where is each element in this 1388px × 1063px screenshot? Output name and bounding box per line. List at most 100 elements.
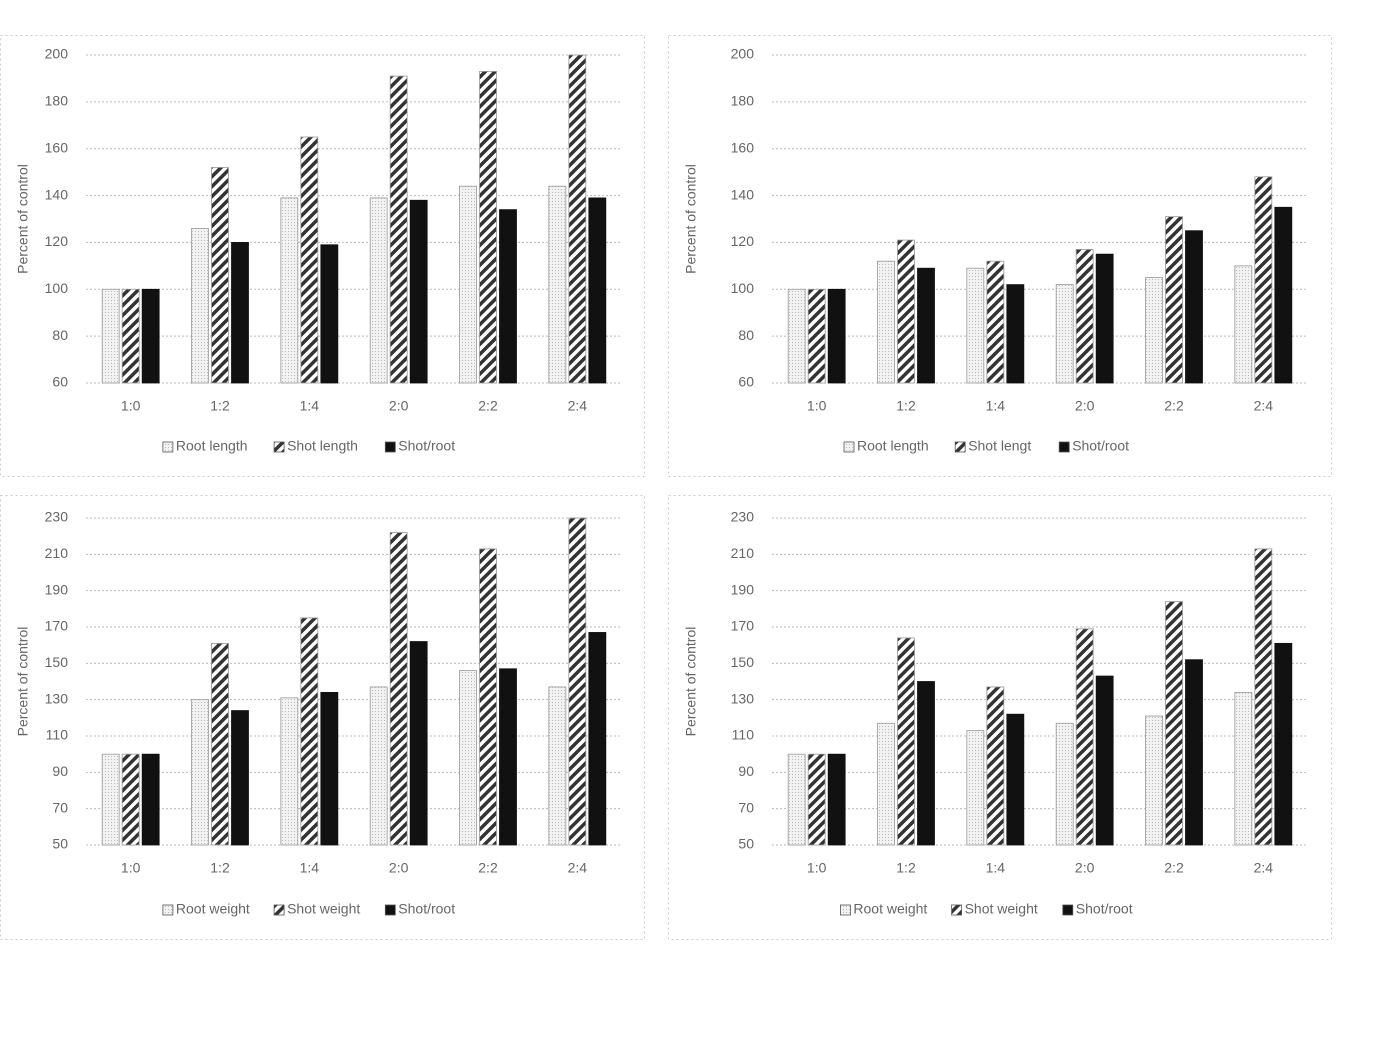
- y-tick-label: 160: [731, 139, 755, 155]
- chart-panel: 6080100120140160180200Percent of control…: [669, 36, 1332, 477]
- bar: [1186, 231, 1203, 383]
- bar: [1235, 692, 1252, 845]
- y-tick-label: 210: [731, 545, 755, 561]
- bar: [549, 186, 566, 383]
- y-tick-label: 150: [45, 654, 69, 670]
- bar: [1166, 217, 1183, 383]
- legend-swatch: [1059, 442, 1069, 452]
- legend-label: Root weight: [853, 901, 927, 917]
- bar: [1255, 549, 1272, 845]
- legend-label: Shot weight: [287, 901, 360, 917]
- x-tick-label: 2:4: [1254, 860, 1274, 876]
- x-tick-label: 2:0: [1075, 860, 1095, 876]
- bar: [1166, 602, 1183, 845]
- y-tick-label: 190: [45, 581, 69, 597]
- legend-label: Shot/root: [1076, 901, 1133, 917]
- bar: [1146, 278, 1163, 383]
- x-tick-label: 2:0: [1075, 398, 1095, 414]
- bar: [1146, 716, 1163, 845]
- x-tick-label: 2:4: [1254, 398, 1274, 414]
- legend-label: Shot weight: [965, 901, 1038, 917]
- bar: [321, 245, 338, 383]
- bar: [410, 200, 427, 383]
- x-tick-label: 2:2: [1164, 398, 1184, 414]
- bar: [390, 76, 407, 383]
- bar: [460, 671, 477, 845]
- legend-swatch: [955, 442, 965, 452]
- bar: [828, 289, 845, 383]
- y-tick-label: 160: [45, 139, 69, 155]
- bar: [370, 687, 387, 845]
- y-tick-label: 90: [52, 763, 68, 779]
- bar: [321, 692, 338, 845]
- bar: [212, 643, 229, 845]
- y-tick-label: 100: [45, 280, 69, 296]
- bar: [808, 289, 825, 383]
- legend-label: Shot/root: [398, 438, 455, 454]
- legend-swatch: [274, 442, 284, 452]
- y-tick-label: 200: [45, 46, 69, 62]
- bar: [1096, 254, 1113, 383]
- y-axis-label: Percent of control: [15, 627, 31, 737]
- bar: [192, 700, 209, 845]
- y-tick-label: 170: [731, 618, 755, 634]
- bar: [1235, 266, 1252, 383]
- bar: [460, 186, 477, 383]
- y-tick-label: 170: [45, 618, 69, 634]
- x-tick-label: 1:2: [896, 398, 916, 414]
- bar: [788, 289, 805, 383]
- legend-swatch: [385, 442, 395, 452]
- y-tick-label: 110: [732, 727, 755, 743]
- legend-label: Root weight: [176, 901, 250, 917]
- y-tick-label: 230: [731, 509, 755, 525]
- bar: [788, 754, 805, 845]
- y-tick-label: 130: [731, 690, 755, 706]
- y-tick-label: 50: [738, 836, 754, 852]
- legend-swatch: [163, 905, 173, 915]
- bar: [828, 754, 845, 845]
- x-tick-label: 2:2: [478, 398, 498, 414]
- y-tick-label: 130: [45, 690, 69, 706]
- bar: [1076, 249, 1093, 383]
- bar: [1056, 285, 1073, 383]
- y-tick-label: 230: [45, 509, 69, 525]
- bar: [410, 642, 427, 845]
- bar: [898, 638, 915, 845]
- bar: [301, 618, 318, 845]
- legend-swatch: [952, 905, 962, 915]
- y-tick-label: 100: [731, 280, 755, 296]
- x-tick-label: 2:2: [478, 860, 498, 876]
- x-tick-label: 1:0: [807, 860, 827, 876]
- x-tick-label: 1:2: [896, 860, 916, 876]
- legend-swatch: [840, 905, 850, 915]
- bar: [1076, 629, 1093, 845]
- bar: [212, 167, 229, 383]
- y-tick-label: 200: [731, 46, 755, 62]
- bar: [878, 261, 895, 383]
- legend-swatch: [844, 442, 854, 452]
- y-axis-label: Percent of control: [15, 164, 31, 274]
- bar: [142, 289, 159, 383]
- bar: [589, 632, 606, 845]
- bar: [878, 723, 895, 845]
- chart-panel: 507090110130150170190210230Percent of co…: [1, 496, 645, 940]
- y-tick-label: 140: [45, 186, 69, 202]
- legend-label: Shot lengt: [968, 438, 1031, 454]
- y-tick-label: 120: [731, 233, 755, 249]
- bar: [281, 698, 298, 845]
- x-tick-label: 1:2: [210, 398, 230, 414]
- bar: [569, 55, 586, 383]
- y-tick-label: 180: [45, 93, 69, 109]
- x-tick-label: 2:0: [389, 398, 409, 414]
- legend-label: Shot length: [287, 438, 358, 454]
- bar: [1186, 660, 1203, 845]
- bar: [918, 682, 935, 846]
- bar: [1007, 714, 1024, 845]
- bar: [918, 268, 935, 383]
- bar: [967, 268, 984, 383]
- bar: [1007, 285, 1024, 383]
- bar: [808, 754, 825, 845]
- y-tick-label: 140: [731, 186, 755, 202]
- legend-label: Root length: [176, 438, 248, 454]
- x-tick-label: 1:4: [300, 860, 320, 876]
